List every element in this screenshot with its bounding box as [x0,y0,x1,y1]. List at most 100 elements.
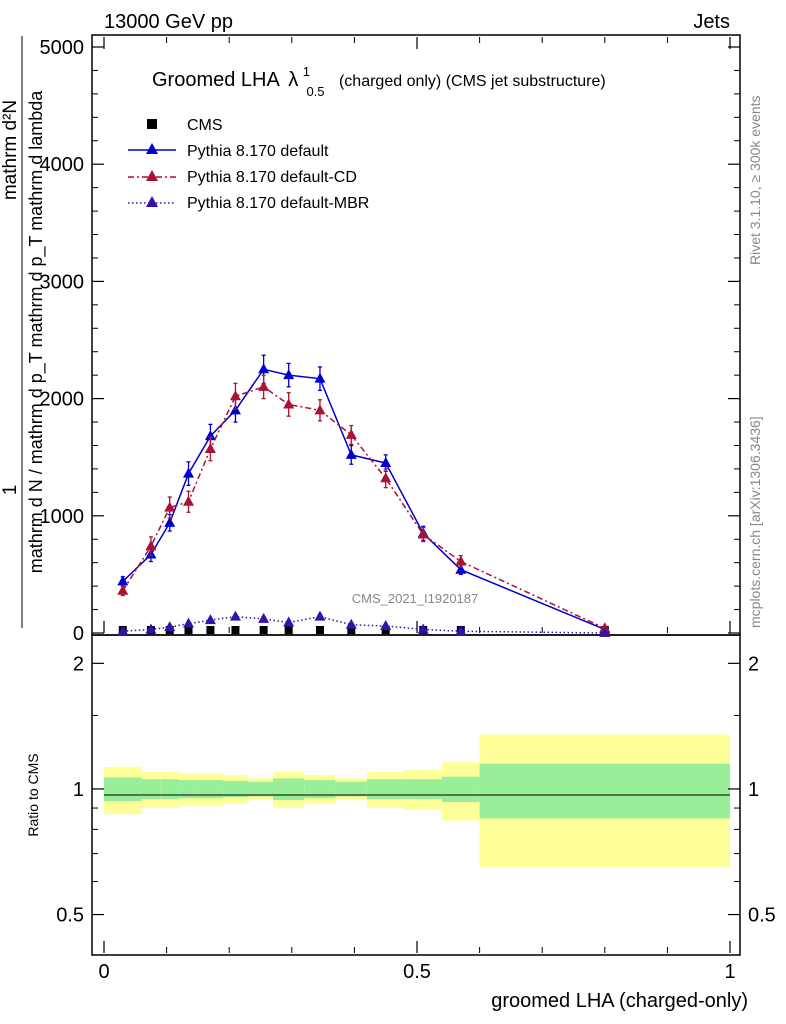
ratio-tick-label-right: 2 [748,653,759,675]
legend-marker-cms [147,119,157,129]
title-rest: (charged only) (CMS jet substructure) [339,73,606,90]
title-subscript: 0.5 [306,84,324,99]
y-tick-label: 0 [73,623,84,645]
series-line [122,615,605,634]
y-label-numerator: mathrm d²N [0,100,21,200]
data-point-triangle [599,627,611,637]
title-superscript: 1 [303,64,310,79]
legend-label-cd: Pythia 8.170 default-CD [187,169,357,186]
data-point-triangle [164,501,176,512]
data-point-triangle [117,584,129,595]
data-point-triangle [164,516,176,527]
data-point-triangle [380,457,392,468]
title-main: Groomed LHA [152,69,280,91]
series-line [122,368,606,631]
ratio-band-inner [160,779,180,800]
data-point-triangle [455,555,467,566]
legend-marker-default [146,143,158,154]
data-point-triangle [117,575,129,586]
ratio-band-inner [304,780,336,799]
data-point-triangle [345,448,357,459]
ratio-tick-label: 1 [73,779,84,801]
y-axis-label: mathrm d²N 1 mathrm d N / mathrm d p_T m… [0,36,47,628]
data-point-triangle [314,372,326,383]
data-point-triangle [283,398,295,409]
ratio-tick-label: 0.5 [56,905,84,927]
series-2 [117,374,611,633]
ratio-band-inner [335,781,367,797]
legend-label-cms: CMS [187,117,223,134]
y-tick-label: 4000 [40,154,85,176]
data-point-triangle [283,616,295,627]
data-point-triangle [258,612,270,623]
cms-data-point [184,626,193,634]
legend-label-default: Pythia 8.170 default [187,143,329,160]
data-point-triangle [455,563,467,574]
data-point-triangle [455,625,467,636]
data-point-triangle [314,404,326,415]
cms-data-point [259,626,268,634]
ratio-band-inner [273,778,305,801]
ratio-plot-frame [91,634,741,956]
data-point-triangle [164,621,176,632]
side-text-rivet: Rivet 3.1.10, ≥ 300k events [747,95,763,265]
ratio-band-inner [222,780,248,798]
ratio-band-inner [197,780,223,799]
cms-data-point [231,626,240,634]
legend-marker-mbr [146,196,158,207]
ratio-band-inner [141,779,161,800]
ratio-tick-label-right: 1 [748,779,759,801]
ratio-band-inner [104,777,142,802]
series-3 [117,610,611,637]
legend-marker-cd [146,170,158,181]
cms-data-point [315,626,324,634]
ratio-band-inner [247,781,274,797]
title-symbol: λ [288,69,298,91]
cms-data-point [284,626,293,634]
data-point-triangle [117,625,129,636]
data-point-triangle [258,380,270,391]
legend: CMS Pythia 8.170 default Pythia 8.170 de… [128,117,369,212]
data-point-triangle [229,610,241,621]
ratio-tick-label-right: 0.5 [748,905,776,927]
ratio-band-inner [479,763,730,819]
data-point-triangle [417,528,429,539]
data-point-triangle [183,495,195,506]
ratio-band-inner [366,779,405,800]
data-point-triangle [145,540,157,551]
data-point-triangle [183,467,195,478]
y-label-bottom: mathrm d N / mathrm d p_T mathrm d p_T m… [26,90,47,573]
cms-data-point [347,626,356,634]
data-point-triangle [258,363,270,374]
ratio-bands [104,734,730,868]
data-point-triangle [345,618,357,629]
data-point-triangle [345,428,357,439]
data-point-triangle [283,369,295,380]
data-point-triangle [229,390,241,401]
legend-label-mbr: Pythia 8.170 default-MBR [187,195,369,212]
x-tick-label: 0 [98,961,109,983]
analysis-watermark: CMS_2021_I1920187 [352,591,479,606]
y-tick-label: 1000 [40,506,85,528]
ratio-band-inner [179,780,198,799]
data-point-triangle [145,623,157,634]
axes: 0 1000 2000 3000 4000 5000 0 0.5 1 0.5 0.5 1 1 2 2 [40,37,776,983]
data-point-triangle [380,472,392,483]
data-point-triangle [314,610,326,621]
header-right: Jets [693,11,730,33]
y-tick-label: 2000 [40,389,85,411]
ratio-tick-label: 2 [73,653,84,675]
cms-data-point [381,626,390,634]
series-layer [117,354,611,637]
x-tick-label: 1 [724,961,735,983]
ratio-band-inner [404,779,443,800]
data-point-triangle [204,614,216,625]
cms-data-point [206,626,215,634]
data-point-triangle [183,617,195,628]
x-axis-label: groomed LHA (charged-only) [491,990,748,1012]
y-tick-label: 5000 [40,37,85,59]
x-tick-label: 0.5 [403,961,431,983]
data-point-triangle [380,619,392,630]
ratio-y-label: Ratio to CMS [25,753,41,836]
